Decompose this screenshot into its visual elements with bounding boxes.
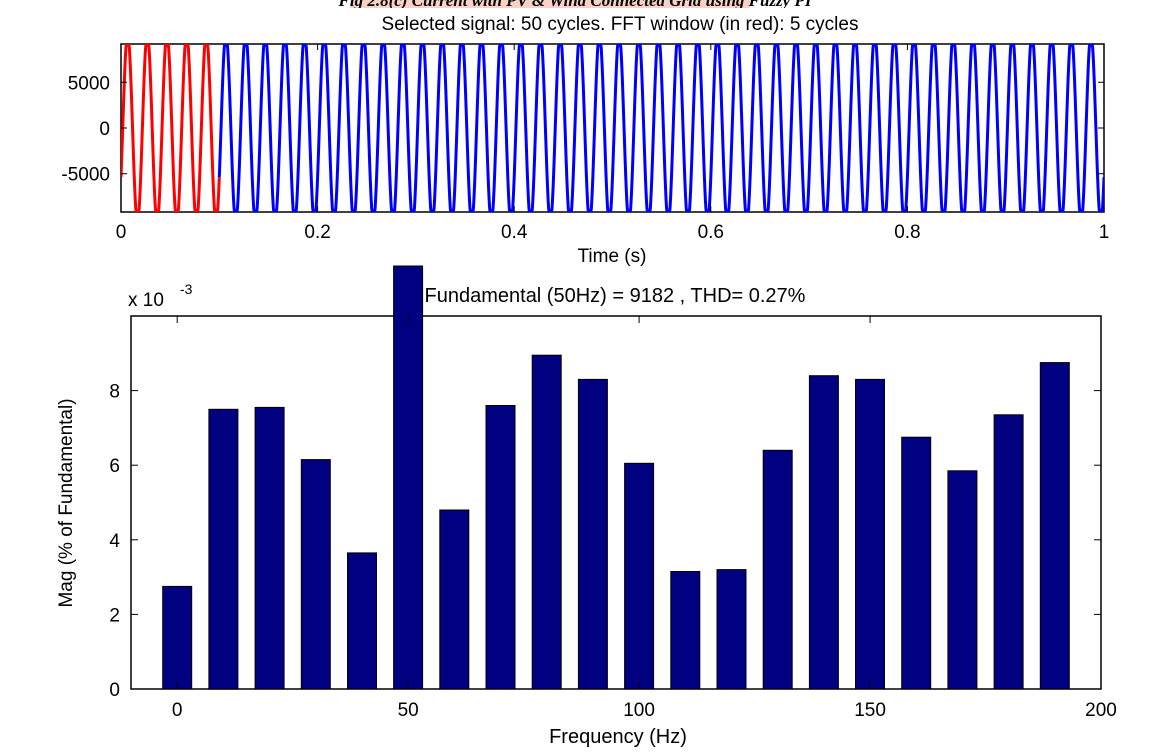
fft-y-ticks: 0 2 4 6 8 xyxy=(109,382,1101,701)
fft-x-axis-label: Frequency (Hz) xyxy=(549,726,687,748)
fft-bar xyxy=(439,509,470,690)
signal-line xyxy=(217,44,1104,212)
fft-bar xyxy=(485,405,516,690)
fft-bar xyxy=(208,408,239,690)
fft-bar xyxy=(947,470,978,690)
fft-x-tick-label: 50 xyxy=(398,700,419,721)
fft-bar xyxy=(993,414,1024,690)
fft-bar xyxy=(347,552,377,690)
fft-chart: Fundamental (50Hz) = 9182 , THD= 0.27% x… xyxy=(56,265,1117,748)
fft-chart-title: Fundamental (50Hz) = 9182 , THD= 0.27% xyxy=(425,285,806,307)
fft-bar xyxy=(901,436,932,690)
fft-y-multiplier-exponent: -3 xyxy=(180,281,193,297)
caption-highlight xyxy=(350,0,750,8)
signal-fft-window-line xyxy=(121,44,221,212)
fft-y-tick-label: 0 xyxy=(109,680,120,701)
fft-x-ticks: 0 50 100 150 200 xyxy=(172,316,1117,721)
signal-x-ticks: 0 0.2 0.4 0.6 0.8 1 xyxy=(116,44,1110,243)
fft-bar xyxy=(162,585,193,690)
fft-plot-area xyxy=(130,315,1102,690)
fft-bar xyxy=(624,462,655,690)
figure-caption: Fig 2.8(c) Current with PV & Wind Connec… xyxy=(338,0,813,10)
fft-bar xyxy=(577,378,608,690)
signal-chart-title: Selected signal: 50 cycles. FFT window (… xyxy=(382,14,859,35)
signal-y-ticks: 5000 0 -5000 xyxy=(61,73,1104,186)
fft-y-tick-label: 6 xyxy=(109,456,120,477)
signal-x-tick-label: 0 xyxy=(116,222,127,243)
signal-x-tick-label: 0.2 xyxy=(304,222,330,243)
fft-bar xyxy=(531,354,562,690)
fft-x-tick-label: 150 xyxy=(854,700,886,721)
fft-y-tick-label: 2 xyxy=(109,605,120,626)
signal-waves xyxy=(121,44,1104,212)
fft-bar xyxy=(1039,362,1070,690)
signal-x-tick-label: 1 xyxy=(1099,222,1110,243)
signal-x-tick-label: 0.4 xyxy=(501,222,528,243)
fft-y-tick-label: 4 xyxy=(109,531,120,552)
signal-y-tick-label: 0 xyxy=(99,119,110,140)
fft-x-tick-label: 0 xyxy=(172,700,183,721)
fft-bar xyxy=(762,449,793,690)
fft-bar xyxy=(808,375,839,690)
fft-bar xyxy=(254,406,285,690)
fft-bar xyxy=(670,571,701,690)
signal-y-tick-label: 5000 xyxy=(68,73,110,94)
signal-chart: Selected signal: 50 cycles. FFT window (… xyxy=(61,14,1109,267)
fft-bar xyxy=(393,265,424,690)
fft-bar xyxy=(716,569,747,690)
signal-x-tick-label: 0.6 xyxy=(698,222,724,243)
signal-x-axis-label: Time (s) xyxy=(578,246,647,267)
signal-x-tick-label: 0.8 xyxy=(894,222,920,243)
fft-x-tick-label: 200 xyxy=(1085,700,1117,721)
fft-bar xyxy=(300,459,331,690)
fft-y-tick-label: 8 xyxy=(109,382,120,403)
fft-y-axis-label: Mag (% of Fundamental) xyxy=(56,398,77,607)
signal-y-tick-label: -5000 xyxy=(61,165,110,186)
fft-x-tick-label: 100 xyxy=(623,700,655,721)
fft-bar xyxy=(855,378,885,690)
fft-bars xyxy=(162,265,1070,690)
fft-y-multiplier: x 10 xyxy=(128,290,164,311)
